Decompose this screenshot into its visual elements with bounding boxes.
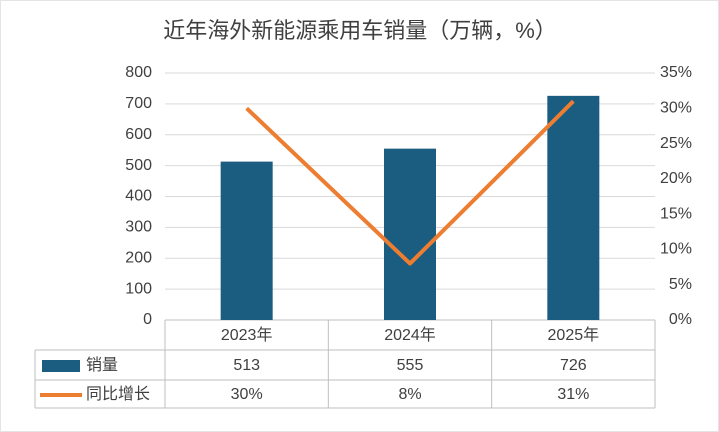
y2-tick-label: 20% [660, 170, 692, 187]
x-tick-label: 2023年 [221, 326, 273, 344]
y-tick-label: 800 [125, 64, 152, 81]
legend-label: 同比增长 [86, 385, 150, 403]
y2-tick-label: 25% [660, 135, 692, 152]
y-tick-label: 100 [125, 280, 152, 297]
x-tick-label: 2024年 [384, 326, 436, 344]
y2-tick-label: 35% [660, 64, 692, 81]
legend-label: 销量 [86, 356, 118, 374]
data-label: 726 [560, 357, 587, 374]
y-tick-label: 400 [125, 188, 152, 205]
y2-tick-label: 30% [660, 100, 692, 117]
y-tick-label: 300 [125, 219, 152, 236]
y-tick-label: 500 [125, 157, 152, 174]
data-label: 555 [397, 357, 424, 374]
y2-tick-label: 0% [669, 311, 692, 328]
y-tick-label: 700 [125, 95, 152, 112]
bar [547, 95, 600, 320]
bar [220, 161, 273, 320]
data-label: 30% [231, 386, 263, 403]
y-tick-label: 200 [125, 249, 152, 266]
data-label: 513 [233, 357, 260, 374]
bar [384, 148, 436, 320]
y2-tick-label: 15% [660, 205, 692, 222]
y2-tick-label: 10% [660, 241, 692, 258]
line [245, 99, 575, 266]
data-label: 8% [398, 386, 421, 403]
y2-tick-label: 5% [669, 276, 692, 293]
x-tick-label: 2025年 [548, 326, 600, 344]
y-tick-label: 600 [125, 126, 152, 143]
chart-title: 近年海外新能源乘用车销量（万辆，%） [163, 18, 557, 43]
y-tick-label: 0 [143, 311, 152, 328]
legend-key [42, 360, 80, 372]
data-label: 31% [557, 386, 589, 403]
